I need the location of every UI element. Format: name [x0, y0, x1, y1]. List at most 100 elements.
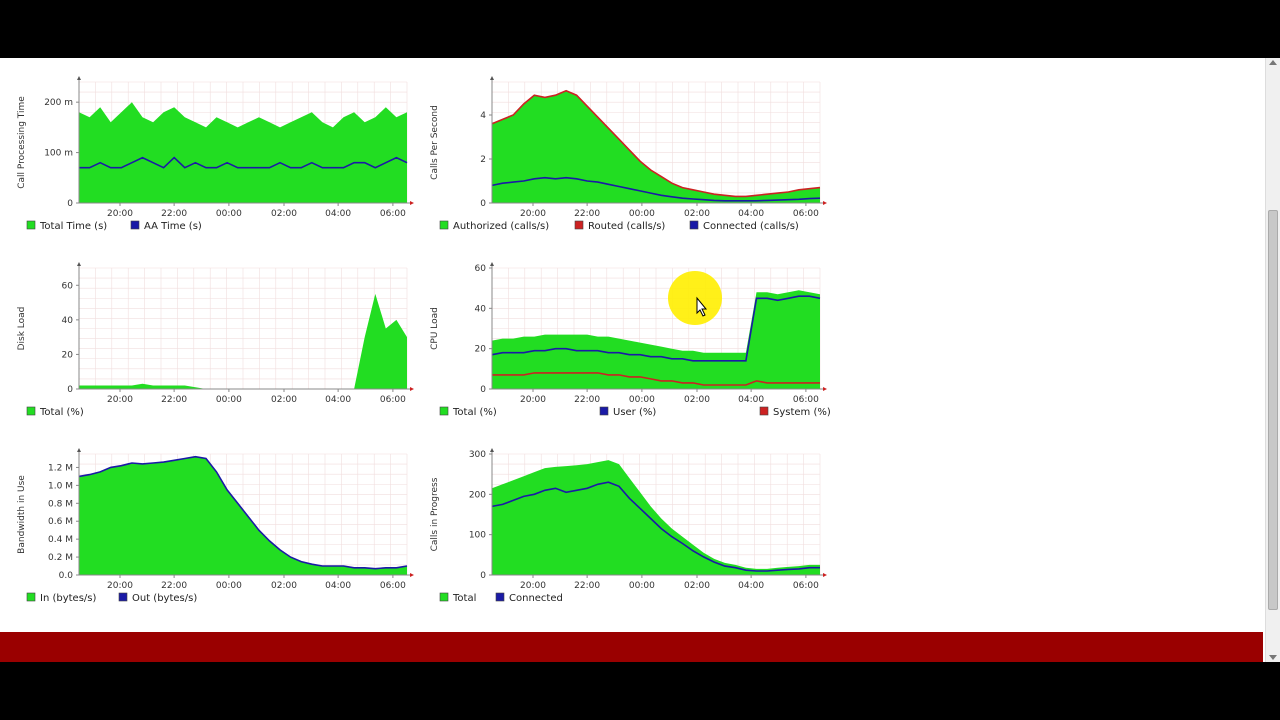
y-tick-label: 4 — [480, 111, 486, 121]
x-tick-label: 06:00 — [793, 581, 819, 591]
x-tick-label: 22:00 — [161, 581, 187, 591]
legend-label: Connected — [509, 593, 563, 604]
legend-swatch — [439, 406, 449, 416]
vertical-scrollbar[interactable] — [1265, 58, 1280, 662]
x-axis-arrow-icon — [823, 201, 827, 205]
legend-swatch — [495, 592, 505, 602]
chart-2: 0 2 4 20:00 22:00 00:00 02:00 04:00 06:00 Calls P… — [430, 76, 827, 232]
y-tick-label: 0.8 M — [48, 499, 73, 509]
x-tick-label: 00:00 — [629, 395, 655, 405]
y-tick-label: 100 m — [44, 149, 73, 159]
scroll-up-arrow-icon[interactable] — [1269, 60, 1277, 65]
legend-swatch — [130, 220, 140, 230]
series-area-1 — [492, 290, 820, 389]
legend-label: Out (bytes/s) — [132, 593, 197, 604]
legend-label: User (%) — [613, 407, 656, 418]
x-tick-label: 20:00 — [107, 395, 133, 405]
legend-label: Total (%) — [39, 407, 84, 418]
footer-bar — [0, 632, 1263, 662]
y-tick-label: 40 — [62, 316, 74, 326]
x-tick-label: 02:00 — [684, 209, 710, 219]
series-area-1 — [492, 460, 820, 575]
series-line-2 — [78, 455, 408, 570]
legend-swatch — [439, 220, 449, 230]
legend-label: Authorized (calls/s) — [453, 221, 549, 232]
y-tick-label: 60 — [62, 281, 74, 291]
x-tick-label: 06:00 — [380, 209, 406, 219]
y-axis-arrow-icon — [490, 262, 494, 266]
x-tick-label: 04:00 — [738, 209, 764, 219]
y-axis-arrow-icon — [77, 262, 81, 266]
legend-label: Connected (calls/s) — [703, 221, 799, 232]
legend-label: Routed (calls/s) — [588, 221, 665, 232]
y-tick-label: 20 — [475, 345, 487, 355]
x-tick-label: 02:00 — [271, 581, 297, 591]
y-tick-label: 100 — [469, 531, 486, 541]
y-tick-label: 200 — [469, 490, 486, 500]
x-tick-label: 02:00 — [271, 395, 297, 405]
legend-swatch — [599, 406, 609, 416]
x-tick-label: 04:00 — [325, 395, 351, 405]
legend-swatch — [118, 592, 128, 602]
legend-label: AA Time (s) — [144, 221, 202, 232]
y-axis-label: Calls in Progress — [430, 477, 440, 551]
x-tick-label: 00:00 — [216, 581, 242, 591]
y-tick-label: 40 — [475, 304, 487, 314]
x-tick-label: 00:00 — [216, 209, 242, 219]
series-line-3 — [491, 176, 821, 202]
y-tick-label: 60 — [475, 264, 487, 274]
x-tick-label: 02:00 — [271, 209, 297, 219]
x-tick-label: 20:00 — [520, 395, 546, 405]
y-axis-label: Calls Per Second — [430, 105, 440, 180]
legend-label: In (bytes/s) — [40, 593, 96, 604]
x-tick-label: 04:00 — [738, 395, 764, 405]
y-tick-label: 2 — [480, 155, 486, 165]
series-area-1 — [79, 293, 407, 389]
y-tick-label: 0.2 M — [48, 553, 73, 563]
legend-swatch — [26, 220, 36, 230]
y-tick-label: 0.4 M — [48, 535, 73, 545]
chart-4: 0 20 40 60 20:00 22:00 00:00 02:00 04:00 06:00 CPU… — [430, 262, 831, 418]
legend-swatch — [689, 220, 699, 230]
x-tick-label: 06:00 — [793, 209, 819, 219]
x-axis-arrow-icon — [410, 573, 414, 577]
x-tick-label: 20:00 — [520, 209, 546, 219]
y-tick-label: 1.0 M — [48, 481, 73, 491]
x-tick-label: 04:00 — [738, 581, 764, 591]
y-axis-label: Call Processing Time — [17, 96, 27, 189]
legend-label: System (%) — [773, 407, 831, 418]
scrollbar-thumb[interactable] — [1268, 210, 1278, 610]
scroll-down-arrow-icon[interactable] — [1269, 655, 1277, 660]
browser-viewport: 0 100 m 200 m 20:00 22:00 00:00 02:00 04:00 06:0… — [0, 58, 1280, 662]
cursor-highlight-circle — [668, 271, 722, 325]
y-tick-label: 20 — [62, 350, 74, 360]
legend-swatch — [574, 220, 584, 230]
y-tick-label: 0 — [480, 199, 486, 209]
x-axis-arrow-icon — [823, 387, 827, 391]
chart-6: 0 100 200 300 20:00 22:00 00:00 02:00 04:00 06:00… — [430, 448, 827, 604]
x-tick-label: 20:00 — [107, 209, 133, 219]
x-tick-label: 00:00 — [216, 395, 242, 405]
y-axis-label: Disk Load — [17, 307, 27, 351]
y-axis-label: Bandwidth in Use — [17, 475, 27, 554]
charts-canvas: 0 100 m 200 m 20:00 22:00 00:00 02:00 04:00 06:0… — [17, 76, 831, 604]
series-line-2 — [491, 481, 820, 572]
x-tick-label: 06:00 — [793, 395, 819, 405]
series-area-1 — [492, 90, 820, 203]
x-tick-label: 02:00 — [684, 581, 710, 591]
x-axis-arrow-icon — [410, 201, 414, 205]
legend-label: Total — [452, 593, 476, 604]
x-axis-arrow-icon — [823, 573, 827, 577]
mouse-pointer-icon — [696, 296, 708, 317]
series-line-2 — [491, 89, 821, 198]
series-area-1 — [79, 456, 407, 575]
chart-5: 0.0 0.2 M 0.4 M 0.6 M 0.8 M 1.0 M 1.2 M 20:00 22… — [17, 448, 414, 604]
x-tick-label: 22:00 — [574, 209, 600, 219]
y-tick-label: 0 — [480, 571, 486, 581]
x-tick-label: 22:00 — [161, 395, 187, 405]
x-tick-label: 00:00 — [629, 209, 655, 219]
y-tick-label: 0 — [480, 385, 486, 395]
x-tick-label: 00:00 — [629, 581, 655, 591]
legend-swatch — [439, 592, 449, 602]
mouse-cursor-highlight — [668, 271, 722, 325]
